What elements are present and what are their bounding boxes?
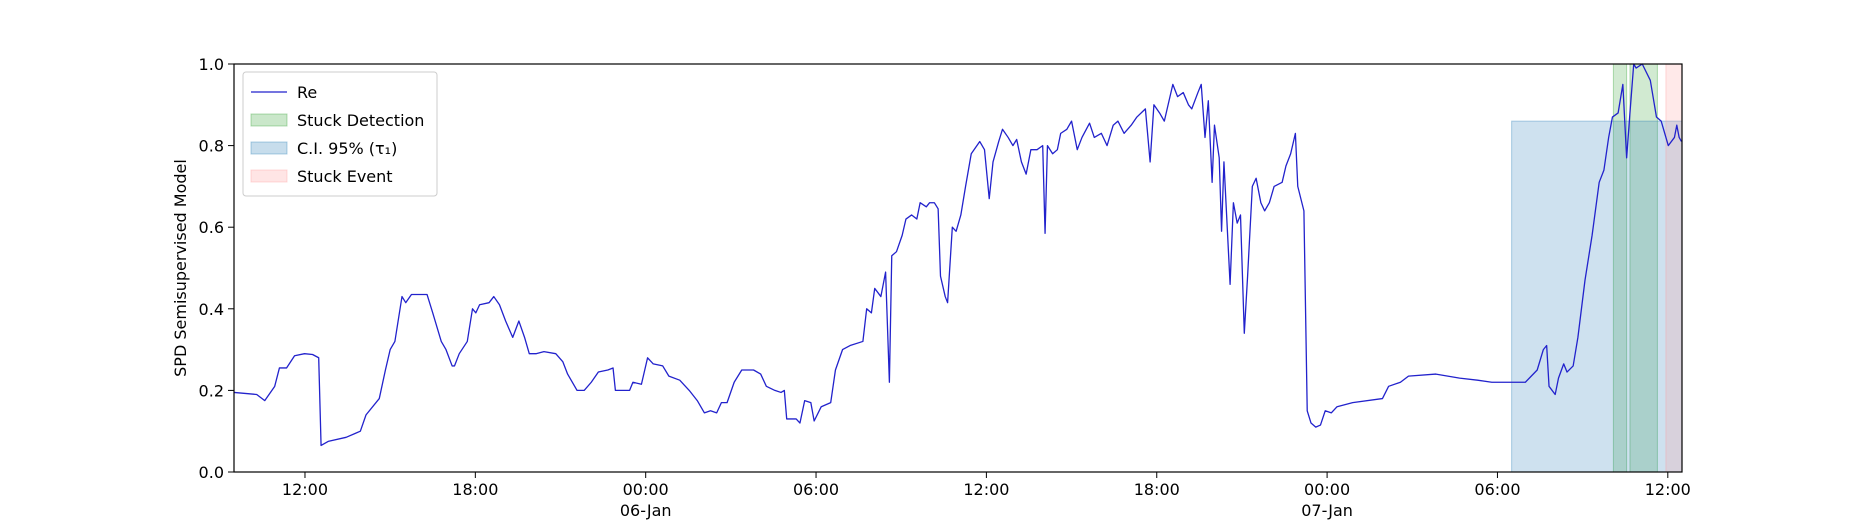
plot-frame [233,63,1683,473]
x-tick-label: 06:00 [793,480,839,499]
legend-label: Stuck Detection [297,111,424,130]
x-tick-label: 00:00 07-Jan [1301,480,1353,520]
x-tick-label: 12:00 [282,480,328,499]
span [1629,63,1658,473]
y-tick-label: 0.0 [199,463,224,482]
x-tick-label: 06:00 [1474,480,1520,499]
x-tick-label: 12:00 [1645,480,1691,499]
y-tick-label: 0.8 [199,137,224,156]
y-tick-label: 0.6 [199,218,224,237]
y-tick-label: 0.2 [199,381,224,400]
span [1511,120,1683,473]
legend-swatch [250,169,288,183]
x-tick-label: 12:00 [963,480,1009,499]
legend: Re Stuck Detection C.I. 95% (τ₁) Stuck Even… [242,71,438,197]
legend-swatch [250,113,288,127]
span [1665,63,1683,473]
legend-frame [242,71,438,197]
y-tick-label: 1.0 [199,55,224,74]
legend-label: Re [297,83,317,102]
legend-swatch [250,141,288,155]
x-tick-label: 18:00 [1134,480,1180,499]
x-tick-label: 18:00 [452,480,498,499]
y-axis-label: SPD Semisupervised Model [171,159,190,377]
legend-label: Stuck Event [297,167,393,186]
line [233,63,1683,447]
legend-label: C.I. 95% (τ₁) [297,139,397,158]
y-tick-label: 0.4 [199,300,224,319]
